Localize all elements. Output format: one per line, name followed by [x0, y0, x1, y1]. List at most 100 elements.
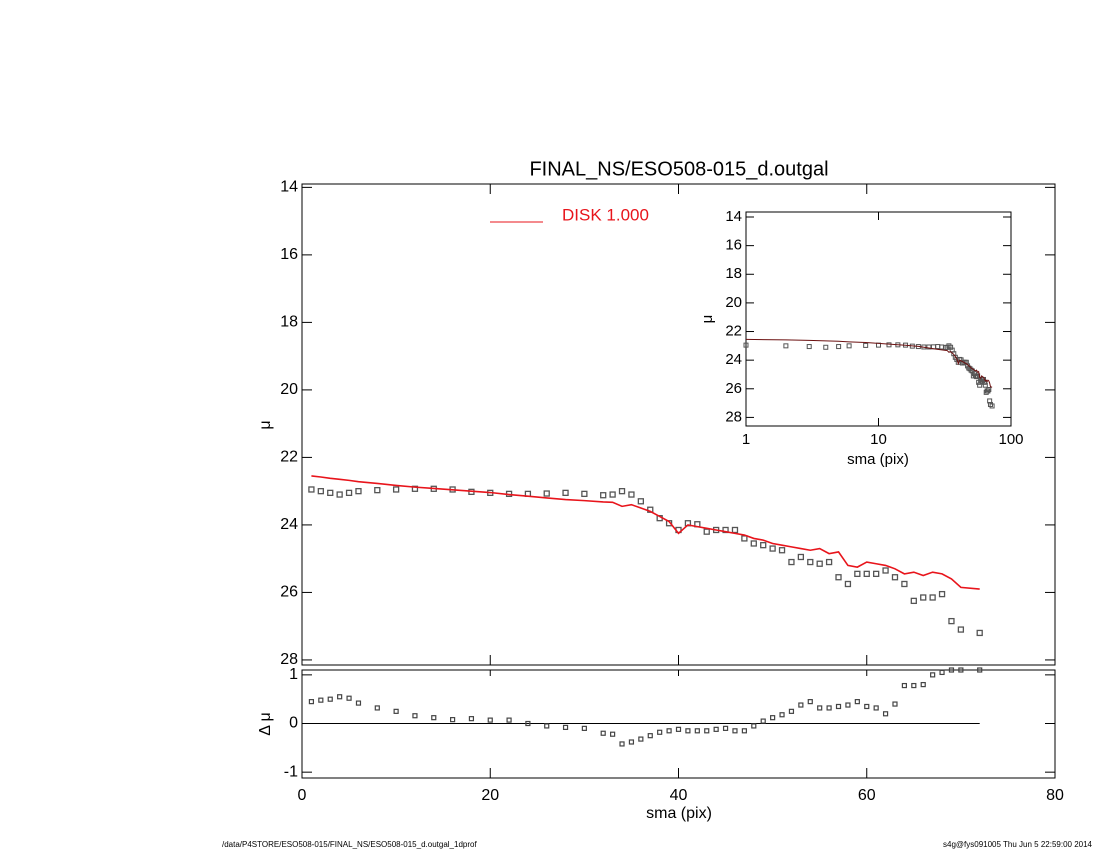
residual-point — [393, 708, 399, 714]
inset-model-line — [745, 338, 993, 388]
data-point — [609, 491, 616, 498]
data-point — [891, 574, 899, 581]
data-point — [901, 580, 908, 588]
residual-point — [770, 715, 776, 721]
inset-data-point — [985, 388, 991, 394]
data-point — [562, 489, 569, 497]
residual-point — [346, 695, 352, 701]
residual-point — [506, 717, 512, 723]
inset-y-tick-label: 24 — [725, 351, 742, 368]
data-point — [628, 491, 635, 498]
residual-point — [930, 672, 936, 678]
y-tick-label: 28 — [280, 651, 298, 668]
residual-point — [911, 682, 917, 689]
x-tick-label: 0 — [298, 787, 307, 804]
inset-y-label: μ — [699, 315, 716, 324]
data-point — [957, 626, 965, 633]
inset-data-point — [982, 382, 988, 388]
residual-point — [610, 731, 616, 737]
inset-y-tick-label: 14 — [725, 208, 742, 225]
inset-x-tick-label: 100 — [998, 431, 1023, 448]
data-point — [637, 498, 644, 505]
inset-y-tick-label: 18 — [725, 265, 742, 282]
residual-point — [694, 728, 700, 734]
footer-right: s4g@fys091005 Thu Jun 5 22:59:00 2014 — [943, 840, 1093, 849]
residual-point — [704, 728, 710, 734]
data-point — [374, 487, 381, 494]
inset-frame — [745, 211, 1012, 427]
inset-x-label: sma (pix) — [847, 451, 909, 468]
y-tick-label: 20 — [280, 381, 298, 398]
inset-data-point — [981, 379, 987, 385]
inset-data-point — [989, 403, 995, 409]
data-point — [600, 492, 607, 499]
residual-point — [751, 723, 757, 729]
data-point — [807, 558, 814, 566]
residual-point — [939, 669, 945, 676]
inset-data-point — [783, 343, 789, 349]
residual-point — [675, 726, 682, 732]
data-point — [929, 594, 936, 601]
residual-point — [901, 682, 908, 689]
data-point — [703, 528, 710, 535]
data-point — [778, 547, 786, 554]
inset-data-point — [823, 344, 829, 350]
data-point — [760, 542, 767, 549]
y-tick-label: 18 — [280, 314, 298, 331]
data-point — [788, 558, 795, 566]
residual-point — [431, 715, 437, 721]
residual-point — [337, 694, 343, 700]
x-tick-label: 20 — [481, 787, 499, 804]
residual-point — [685, 728, 691, 734]
data-point — [750, 540, 757, 547]
inset-data-point — [926, 344, 932, 350]
data-point — [618, 488, 626, 495]
residual-point — [732, 728, 738, 734]
residual-point — [977, 667, 983, 673]
data-point — [308, 486, 315, 493]
residual-point — [845, 702, 851, 708]
y-tick-label: 14 — [280, 179, 298, 196]
residual-point — [647, 733, 653, 739]
residual-point — [864, 703, 870, 710]
inset-y-tick-label: 28 — [725, 408, 742, 425]
y-tick-label: 24 — [280, 516, 298, 533]
data-point — [327, 489, 334, 497]
model-line — [311, 475, 980, 590]
residual-point — [722, 725, 729, 731]
data-point — [863, 570, 870, 578]
x-tick-label: 60 — [858, 787, 876, 804]
y-axis-label: μ — [257, 420, 274, 429]
data-point — [938, 590, 946, 598]
data-point — [948, 617, 955, 625]
residual-point — [468, 716, 475, 722]
residual-point — [628, 739, 635, 745]
inset-y-tick-label: 16 — [725, 237, 742, 254]
residual-point — [788, 708, 795, 714]
residual-point — [327, 696, 333, 702]
data-point — [769, 545, 776, 552]
residual-point — [412, 713, 418, 719]
data-point — [411, 485, 419, 492]
inset-data-point — [974, 374, 980, 380]
data-point — [920, 594, 927, 601]
inset-data-point — [986, 386, 992, 392]
residual-point — [741, 728, 747, 734]
residual-point — [798, 702, 804, 708]
y-tick-label: 22 — [280, 449, 298, 466]
residual-point — [308, 699, 315, 705]
x-axis-label: sma (pix) — [646, 805, 712, 822]
data-point — [355, 488, 362, 495]
chart-title: FINAL_NS/ESO508-015_d.outgal — [529, 158, 828, 180]
data-point — [741, 535, 748, 542]
residual-point — [948, 667, 955, 673]
inset-data-point — [806, 344, 812, 350]
data-point — [844, 580, 852, 588]
residual-y-tick-label: 1 — [289, 666, 298, 683]
x-tick-label: 40 — [670, 787, 688, 804]
footer-left: /data/P4STORE/ESO508-015/FINAL_NS/ESO508… — [222, 840, 477, 849]
residual-point — [600, 730, 606, 736]
residual-point — [817, 705, 823, 711]
data-point — [976, 629, 983, 637]
